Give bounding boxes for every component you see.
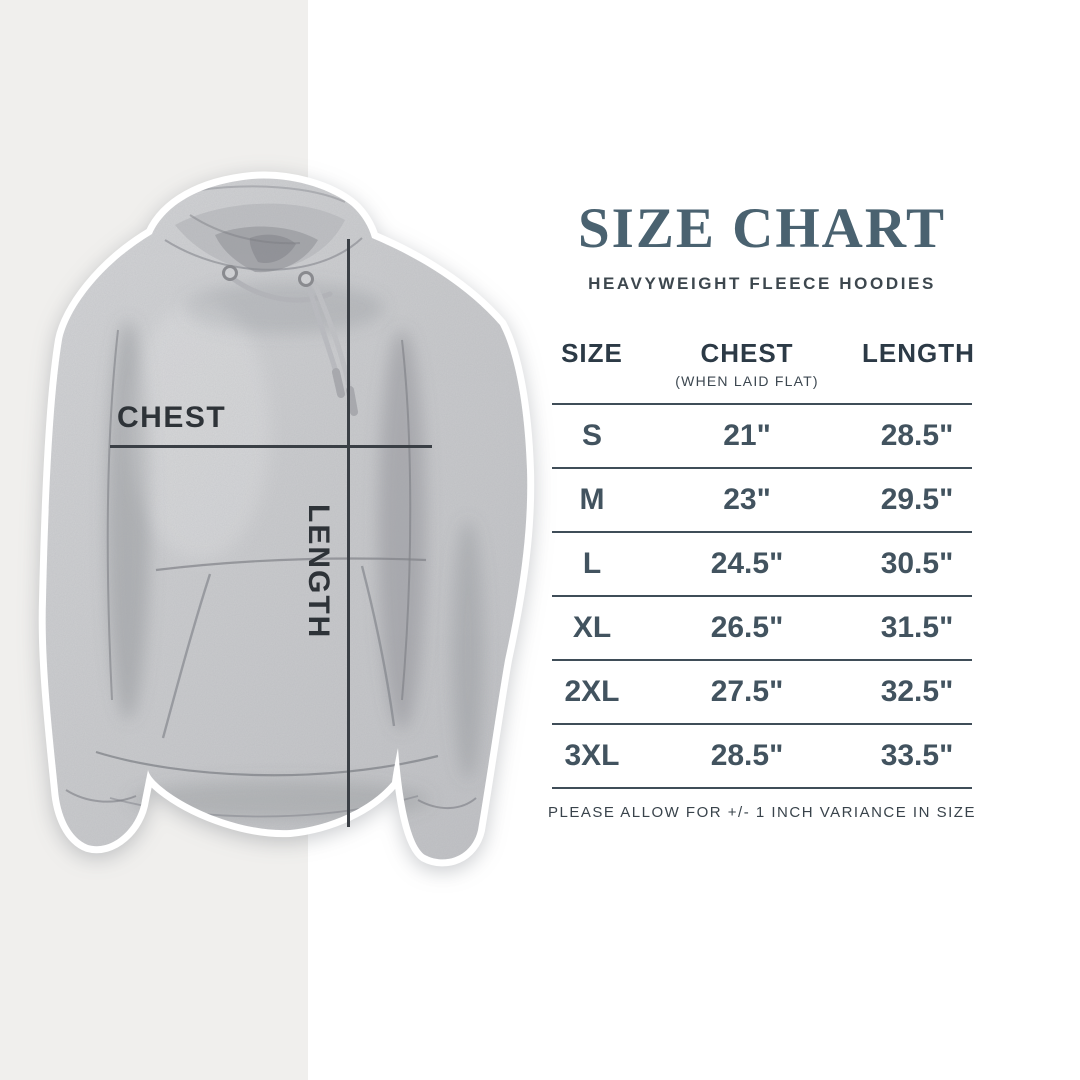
column-header-chest-note: (WHEN LAID FLAT) xyxy=(675,373,819,389)
length-cell: 30.5" xyxy=(880,547,954,580)
chest-measure-label: CHEST xyxy=(117,401,227,434)
page-title: SIZE CHART xyxy=(577,197,946,260)
length-cell: 32.5" xyxy=(880,675,954,708)
table-row: M 23" 29.5" xyxy=(552,467,972,531)
chest-cell: 28.5" xyxy=(710,739,784,772)
column-header-chest-label: CHEST xyxy=(700,338,794,368)
size-table: SIZE CHEST (WHEN LAID FLAT) LENGTH S 21"… xyxy=(552,338,975,789)
size-cell: S xyxy=(581,419,602,452)
size-cell: 3XL xyxy=(564,739,620,772)
chest-cell: 26.5" xyxy=(710,611,784,644)
table-row: 3XL 28.5" 33.5" xyxy=(552,723,972,789)
table-row: XL 26.5" 31.5" xyxy=(552,595,972,659)
length-measure-label: LENGTH xyxy=(302,504,335,640)
size-cell: XL xyxy=(572,611,612,644)
chest-measure-line xyxy=(110,445,432,448)
length-cell: 31.5" xyxy=(880,611,954,644)
chest-cell: 24.5" xyxy=(710,547,784,580)
length-measure-line xyxy=(347,239,350,827)
table-row: L 24.5" 30.5" xyxy=(552,531,972,595)
size-cell: 2XL xyxy=(564,675,620,708)
column-header-length: LENGTH xyxy=(862,338,975,368)
column-header-size: SIZE xyxy=(561,338,623,368)
chest-cell: 23" xyxy=(723,483,771,516)
variance-note: PLEASE ALLOW FOR +/- 1 INCH VARIANCE IN … xyxy=(548,804,976,821)
size-cell: L xyxy=(582,547,602,580)
size-cell: M xyxy=(579,483,605,516)
chest-cell: 27.5" xyxy=(710,675,784,708)
length-cell: 28.5" xyxy=(880,419,954,452)
chest-cell: 21" xyxy=(723,419,771,452)
column-header-chest: CHEST (WHEN LAID FLAT) xyxy=(632,338,862,403)
length-cell: 33.5" xyxy=(880,739,954,772)
page-subtitle: HEAVYWEIGHT FLEECE HOODIES xyxy=(588,274,936,293)
table-header-row: SIZE CHEST (WHEN LAID FLAT) LENGTH xyxy=(552,338,975,403)
table-row: 2XL 27.5" 32.5" xyxy=(552,659,972,723)
table-row: S 21" 28.5" xyxy=(552,403,972,467)
length-cell: 29.5" xyxy=(880,483,954,516)
